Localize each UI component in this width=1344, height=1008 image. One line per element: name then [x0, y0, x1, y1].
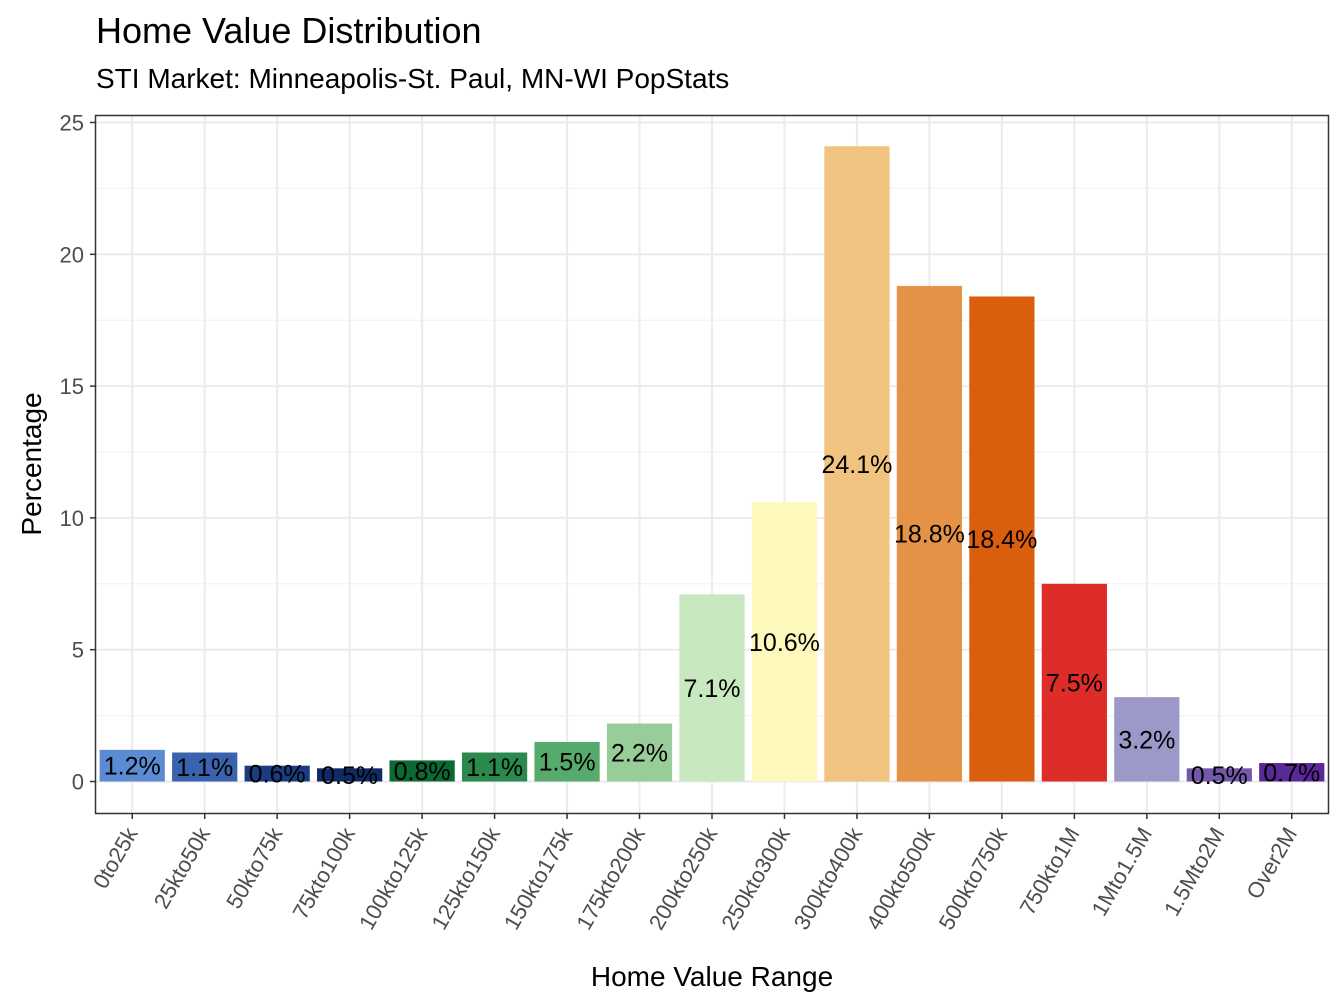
data-label-125kto150k: 1.1%: [466, 754, 523, 782]
x-tick-label-750kto1M: 750kto1M: [1015, 823, 1085, 919]
x-tick-label-500kto750k: 500kto750k: [934, 822, 1013, 934]
y-axis-title: Percentage: [16, 392, 47, 535]
data-label-100kto125k: 0.8%: [394, 758, 451, 786]
x-tick-label-1.5Mto2M: 1.5Mto2M: [1159, 823, 1230, 920]
data-label-175kto200k: 2.2%: [611, 740, 668, 768]
data-label-25kto50k: 1.1%: [176, 754, 233, 782]
x-axis: 0to25k25kto50k50kto75k75kto100k100kto125…: [88, 813, 1302, 934]
y-tick-label: 0: [72, 770, 84, 795]
y-tick-label: 25: [60, 111, 84, 136]
data-label-150kto175k: 1.5%: [539, 749, 596, 777]
x-tick-label-1Mto1.5M: 1Mto1.5M: [1087, 823, 1158, 920]
data-label-750kto1M: 7.5%: [1046, 670, 1103, 698]
data-label-50kto75k: 0.6%: [249, 761, 306, 789]
x-tick-label-25kto50k: 25kto50k: [149, 822, 216, 913]
bar-chart: 1.2% 1.1% 0.6% 0.5% 0.8% 1.1% 1.5% 2.2% 7.1% 10.6…: [0, 0, 1344, 1008]
x-axis-title: Home Value Range: [591, 961, 833, 992]
y-axis: 0 5 10 15 20 25: [60, 111, 96, 795]
y-tick-label: 10: [60, 506, 84, 531]
data-label-500kto750k: 18.4%: [966, 526, 1037, 554]
x-tick-label-250kto300k: 250kto300k: [716, 822, 795, 934]
x-tick-label-175kto200k: 175kto200k: [571, 822, 650, 934]
x-tick-label-200kto250k: 200kto250k: [644, 822, 723, 934]
x-tick-label-0to25k: 0to25k: [88, 822, 143, 893]
data-label-Over2M: 0.7%: [1263, 759, 1320, 787]
data-label-1.5Mto2M: 0.5%: [1191, 762, 1248, 790]
x-tick-label-400kto500k: 400kto500k: [861, 822, 940, 934]
data-label-200kto250k: 7.1%: [684, 675, 741, 703]
x-tick-label-150kto175k: 150kto175k: [499, 822, 578, 934]
y-tick-label: 20: [60, 242, 84, 267]
x-tick-label-75kto100k: 75kto100k: [288, 822, 361, 923]
x-tick-label-300kto400k: 300kto400k: [789, 822, 868, 934]
y-tick-label: 5: [72, 638, 84, 663]
y-tick-label: 15: [60, 374, 84, 399]
data-label-75kto100k: 0.5%: [321, 762, 378, 790]
x-tick-label-125kto150k: 125kto150k: [426, 822, 505, 934]
data-label-250kto300k: 10.6%: [749, 629, 820, 657]
data-label-0to25k: 1.2%: [104, 753, 161, 781]
x-tick-label-100kto125k: 100kto125k: [354, 822, 433, 934]
x-tick-label-50kto75k: 50kto75k: [221, 822, 288, 913]
data-label-300kto400k: 24.1%: [821, 451, 892, 479]
x-tick-label-Over2M: Over2M: [1241, 823, 1302, 903]
data-label-1Mto1.5M: 3.2%: [1118, 726, 1175, 754]
data-label-400kto500k: 18.8%: [894, 521, 965, 549]
